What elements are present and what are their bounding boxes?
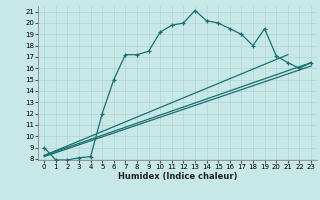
X-axis label: Humidex (Indice chaleur): Humidex (Indice chaleur) [118,172,237,181]
